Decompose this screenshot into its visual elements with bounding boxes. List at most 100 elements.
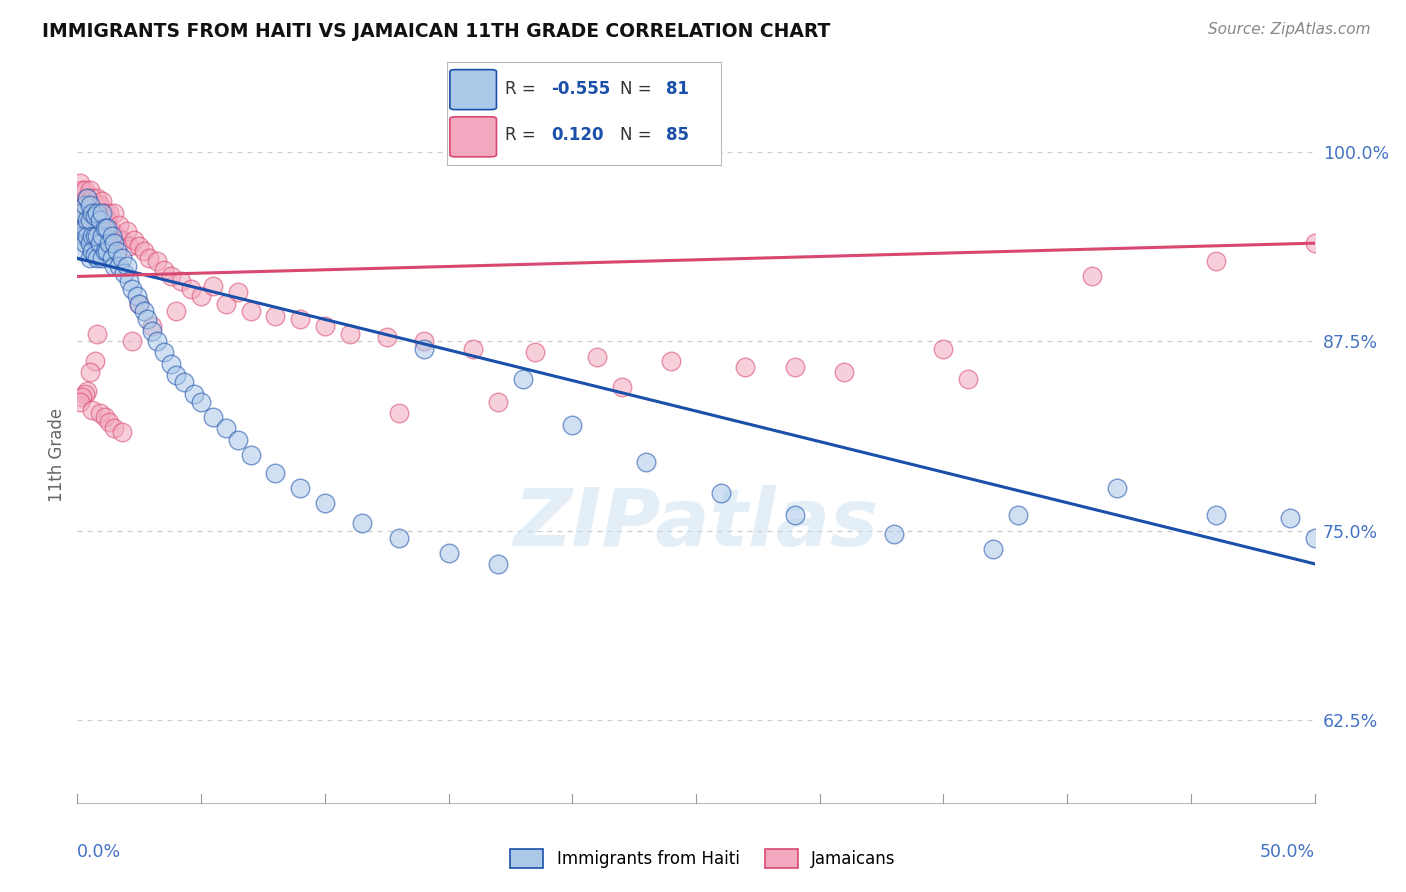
Point: [83, 198, 105, 212]
Point: [93, 410, 115, 425]
Point: [73, 198, 96, 212]
Point: [73, 228, 96, 243]
Point: [89, 236, 111, 251]
Point: [72, 183, 94, 197]
Point: [98, 236, 121, 251]
Point: [111, 233, 134, 247]
Point: [165, 368, 187, 382]
Point: [264, 466, 287, 480]
Point: [239, 448, 262, 462]
Point: [1303, 236, 1326, 251]
Point: [91, 206, 114, 220]
Point: [73, 183, 96, 197]
Point: [101, 224, 124, 238]
Point: [101, 252, 124, 266]
Point: [103, 420, 125, 434]
Point: [135, 311, 157, 326]
Legend: Immigrants from Haiti, Jamaicans: Immigrants from Haiti, Jamaicans: [503, 842, 903, 875]
Point: [145, 334, 167, 349]
Point: [86, 228, 108, 243]
Text: Source: ZipAtlas.com: Source: ZipAtlas.com: [1208, 22, 1371, 37]
Point: [1205, 508, 1227, 523]
Point: [118, 239, 141, 253]
Point: [215, 296, 238, 310]
Point: [111, 425, 134, 440]
Point: [86, 228, 108, 243]
Point: [82, 191, 104, 205]
Point: [1081, 269, 1104, 284]
Point: [69, 221, 91, 235]
Point: [339, 326, 361, 341]
Text: 0.120: 0.120: [551, 126, 603, 144]
Point: [134, 244, 156, 258]
Point: [73, 387, 96, 401]
Point: [82, 206, 104, 220]
Text: 81: 81: [666, 79, 689, 97]
Point: [932, 342, 955, 356]
Point: [96, 213, 118, 227]
Point: [153, 263, 176, 277]
Point: [226, 285, 249, 299]
Point: [264, 309, 287, 323]
Point: [125, 289, 148, 303]
Text: IMMIGRANTS FROM HAITI VS JAMAICAN 11TH GRADE CORRELATION CHART: IMMIGRANTS FROM HAITI VS JAMAICAN 11TH G…: [42, 22, 831, 41]
Point: [783, 508, 806, 523]
Point: [86, 191, 108, 205]
Point: [69, 176, 91, 190]
Point: [115, 259, 138, 273]
Text: -0.555: -0.555: [551, 79, 610, 97]
Point: [93, 221, 115, 235]
Point: [734, 360, 756, 375]
Point: [108, 218, 131, 232]
Point: [96, 244, 118, 258]
Point: [108, 259, 131, 273]
Point: [89, 406, 111, 420]
Point: [91, 228, 114, 243]
Point: [202, 278, 225, 293]
Point: [1007, 508, 1029, 523]
Point: [659, 354, 682, 368]
Point: [98, 206, 121, 220]
Text: R =: R =: [505, 79, 541, 97]
Point: [105, 244, 128, 258]
Point: [96, 221, 118, 235]
Point: [79, 365, 101, 379]
Point: [72, 244, 94, 258]
Point: [524, 345, 547, 359]
Point: [288, 311, 311, 326]
Point: [141, 319, 163, 334]
Point: [82, 244, 104, 258]
Text: 85: 85: [666, 126, 689, 144]
Point: [314, 496, 336, 510]
Point: [202, 410, 225, 425]
Point: [183, 387, 205, 401]
Point: [86, 206, 108, 220]
Point: [82, 224, 104, 238]
Point: [76, 228, 98, 243]
Point: [86, 252, 108, 266]
Point: [98, 415, 121, 429]
Text: N =: N =: [620, 79, 657, 97]
Point: [412, 342, 434, 356]
Point: [561, 417, 583, 432]
Point: [636, 455, 658, 469]
Point: [79, 213, 101, 227]
Point: [83, 209, 105, 223]
Point: [105, 228, 128, 243]
Point: [512, 372, 534, 386]
Point: [128, 296, 150, 310]
Point: [103, 206, 125, 220]
Point: [115, 224, 138, 238]
Point: [288, 481, 311, 495]
Point: [79, 213, 101, 227]
Point: [89, 213, 111, 227]
Point: [710, 485, 733, 500]
Point: [73, 198, 96, 212]
Point: [91, 194, 114, 208]
Point: [86, 326, 108, 341]
Point: [89, 198, 111, 212]
Point: [103, 236, 125, 251]
Point: [128, 239, 150, 253]
Point: [89, 228, 111, 243]
Point: [1278, 511, 1301, 525]
